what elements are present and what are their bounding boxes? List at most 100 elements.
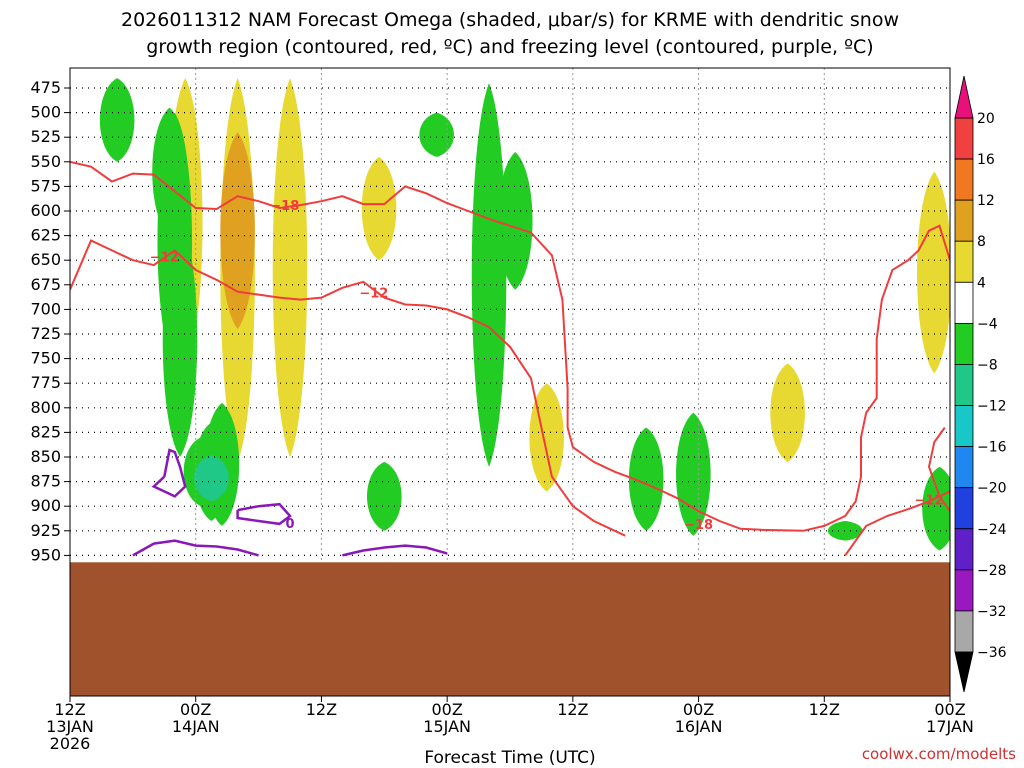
x-tick-label: 00Z [934, 700, 965, 719]
colorbar-label: 8 [977, 234, 986, 250]
colorbar-label: −12 [977, 399, 1007, 415]
colorbar-label: 12 [977, 193, 995, 209]
colorbar-top-arrow [954, 75, 974, 119]
dgz-contour-line [844, 490, 950, 556]
colorbar-bin [954, 487, 974, 530]
y-tick-label: 625 [30, 226, 61, 245]
colorbar-bottom-arrow [954, 651, 974, 693]
contour-label: −12 [359, 287, 388, 302]
omega-shading [99, 78, 950, 551]
y-tick-label: 900 [30, 496, 61, 515]
x-tick-label: 00Z [683, 700, 714, 719]
sinking-core [220, 132, 255, 330]
freezing-level-contour [132, 539, 259, 557]
x-tick-label: 12Z [809, 700, 840, 719]
freezing-level-contour [151, 448, 187, 498]
colorbar-label: 20 [977, 111, 995, 127]
rising-band [497, 151, 533, 290]
freezing-level-contour [342, 544, 448, 557]
x-tick-label: 14JAN [172, 717, 220, 736]
x-tick-label: 00Z [431, 700, 462, 719]
colorbar-bin [954, 364, 974, 406]
chart-title-line-2: growth region (contoured, red, ºC) and f… [146, 36, 873, 58]
y-tick-label: 775 [30, 373, 61, 392]
x-tick-label: 12Z [306, 700, 337, 719]
dgz-contour-line [70, 160, 950, 532]
colorbar-bin [954, 446, 974, 489]
y-tick-label: 550 [30, 152, 61, 171]
credit-text: coolwx.com/modelts [862, 745, 1016, 763]
y-tick-label: 525 [30, 127, 61, 146]
contour-labels: −18 −12 −12 −18 −12 0 [150, 199, 944, 533]
x-tick-label: 15JAN [423, 717, 471, 736]
y-tick-label: 650 [30, 250, 61, 269]
y-tick-label: 800 [30, 398, 61, 417]
colorbar: 20 16 12 8 4 −4 −8 −12 −16 −20 −24 −28 −32 −36 [954, 75, 1007, 693]
y-tick-label: 850 [30, 447, 61, 466]
y-tick-label: 875 [30, 472, 61, 491]
plot-area: −18 −12 −12 −18 −12 0 [70, 68, 950, 696]
sinking-band [917, 171, 950, 374]
freezing-level-contour [236, 502, 292, 526]
x-tick-label: 12Z [557, 700, 588, 719]
y-tick-label: 725 [30, 324, 61, 343]
colorbar-bin [954, 322, 974, 365]
x-tick-label: 13JAN [46, 717, 94, 736]
rising-band [162, 220, 198, 457]
y-tick-label: 575 [30, 176, 61, 195]
chart-title-line-1: 2026011312 NAM Forecast Omega (shaded, μ… [121, 9, 899, 31]
rising-band [367, 461, 402, 531]
plot-frame [69, 67, 951, 697]
colorbar-label: −36 [977, 645, 1007, 661]
colorbar-bin [954, 610, 974, 653]
x-tick-label: 2026 [50, 734, 91, 753]
rising-core [194, 455, 229, 502]
rising-band [676, 412, 711, 536]
colorbar-label: 16 [977, 152, 995, 168]
rising-band [419, 112, 454, 157]
rising-band [471, 83, 507, 467]
y-tick-label: 600 [30, 201, 61, 220]
colorbar-label: 4 [977, 275, 986, 291]
colorbar-bin [954, 240, 974, 283]
sinking-band [361, 156, 397, 261]
terrain [70, 562, 950, 696]
contour-label: −12 [150, 250, 179, 265]
x-tick-label: 17JAN [926, 717, 974, 736]
sinking-band [770, 363, 805, 462]
colorbar-label: −32 [977, 604, 1007, 620]
dgz-contour-line [927, 426, 950, 512]
y-tick-label: 700 [30, 299, 61, 318]
colorbar-bin [954, 528, 974, 571]
x-tick-label: 00Z [180, 700, 211, 719]
colorbar-bin [954, 199, 974, 242]
rising-band [628, 427, 664, 531]
pressure-axis: 475 500 525 550 575 600 625 650 675 700 725 750 775 8… [30, 78, 70, 564]
contour-label: −12 [915, 493, 944, 508]
colorbar-label: −4 [977, 316, 998, 332]
y-tick-label: 950 [30, 545, 61, 564]
terrain-fill [70, 562, 950, 696]
sinking-band [272, 78, 308, 457]
colorbar-label: −28 [977, 563, 1007, 579]
colorbar-label: −24 [977, 522, 1007, 538]
colorbar-bin [954, 158, 974, 201]
colorbar-label: −16 [977, 440, 1007, 456]
colorbar-label: −8 [977, 357, 998, 373]
y-tick-label: 925 [30, 521, 61, 540]
rising-band [922, 466, 950, 551]
colorbar-bin [954, 569, 974, 612]
y-tick-label: 750 [30, 349, 61, 368]
colorbar-bin [954, 405, 974, 448]
x-axis-label: Forecast Time (UTC) [424, 748, 595, 768]
contour-label: −18 [270, 199, 299, 214]
x-tick-label: 12Z [54, 700, 85, 719]
y-tick-label: 500 [30, 103, 61, 122]
rising-band [827, 520, 863, 541]
contour-label: −18 [684, 518, 713, 533]
temperature-contours [70, 160, 950, 557]
colorbar-label: −20 [977, 481, 1007, 497]
x-tick-label: 16JAN [675, 717, 723, 736]
